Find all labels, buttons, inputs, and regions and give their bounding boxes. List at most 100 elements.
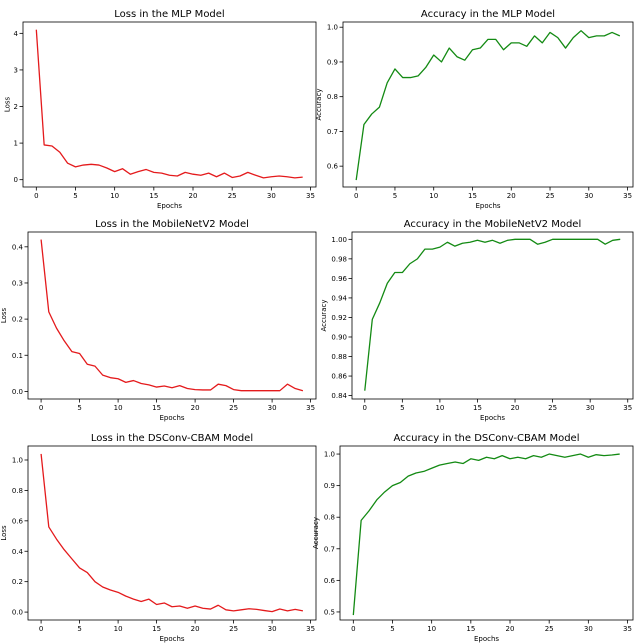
y-tick-label: 1.0: [324, 451, 335, 459]
y-tick-label: 0.96: [331, 275, 347, 283]
plot-frame: [27, 445, 317, 621]
x-tick-label: 10: [110, 192, 119, 200]
x-tick-label: 25: [546, 192, 555, 200]
y-tick-label: 0.90: [331, 333, 347, 341]
chart-panel: Accuracy in the MLP Model 0 5 10 15 20 25 30 35 0…: [315, 9, 634, 210]
chart-panel: Loss in the MobileNetV2 Model 0 5 10 15 20 25 3…: [0, 219, 317, 422]
y-axis-label: Accuracy: [315, 89, 323, 121]
x-tick-label: 30: [586, 404, 595, 412]
y-tick-label: 0.6: [12, 517, 24, 525]
x-tick-label: 5: [393, 192, 397, 200]
x-tick-label: 5: [77, 625, 81, 633]
y-tick-label: 0.2: [12, 578, 23, 586]
x-tick-label: 15: [152, 625, 161, 633]
x-tick-label: 25: [229, 404, 238, 412]
y-tick-label: 1.00: [331, 236, 347, 244]
y-tick-label: 0.8: [327, 93, 338, 101]
x-tick-label: 35: [623, 192, 632, 200]
chart-panel: Accuracy in the DSConv-CBAM Model 0 5 10 15 2…: [312, 433, 634, 643]
x-tick-label: 35: [306, 192, 315, 200]
x-tick-label: 20: [191, 404, 200, 412]
y-tick-label: 1.0: [327, 24, 338, 32]
y-tick-label: 3: [14, 66, 18, 74]
x-tick-label: 0: [39, 625, 43, 633]
y-tick-label: 0.0: [12, 609, 23, 617]
series-line: [355, 30, 621, 181]
x-tick-label: 25: [545, 625, 554, 633]
x-tick-label: 5: [400, 404, 404, 412]
x-tick-label: 15: [468, 192, 477, 200]
x-tick-label: 0: [351, 625, 355, 633]
chart-title: Loss in the MobileNetV2 Model: [95, 219, 249, 230]
y-tick-label: 0.84: [331, 392, 347, 400]
x-tick-label: 35: [623, 625, 632, 633]
x-tick-label: 30: [584, 192, 593, 200]
x-axis-label: Epochs: [159, 635, 184, 643]
y-tick-label: 0.3: [12, 279, 23, 287]
y-tick-label: 1.0: [12, 456, 23, 464]
x-tick-label: 0: [354, 192, 358, 200]
chart-panel: Loss in the MLP Model 0 5 10 15 20 25 30 35 0 1 2 3 4…: [4, 9, 317, 210]
chart-title: Accuracy in the MLP Model: [421, 9, 555, 20]
x-tick-label: 20: [506, 625, 515, 633]
y-tick-label: 0.86: [331, 373, 347, 381]
series-line: [352, 453, 620, 616]
chart-title: Loss in the DSConv-CBAM Model: [91, 433, 253, 444]
y-tick-label: 0.7: [324, 545, 335, 553]
plot-frame: [351, 231, 634, 400]
y-tick-label: 0.94: [331, 294, 347, 302]
chart-title: Accuracy in the MobileNetV2 Model: [404, 219, 581, 230]
plot-frame: [339, 445, 634, 621]
x-tick-label: 10: [427, 625, 436, 633]
y-axis-label: Loss: [0, 307, 8, 323]
x-tick-label: 35: [623, 404, 632, 412]
series-line: [40, 453, 304, 613]
y-tick-label: 0: [14, 176, 18, 184]
x-tick-label: 15: [152, 404, 161, 412]
y-tick-label: 0.9: [327, 58, 338, 66]
y-tick-label: 0.8: [12, 487, 23, 495]
y-axis-label: Accuracy: [320, 300, 328, 332]
x-axis-label: Epochs: [159, 414, 184, 422]
x-tick-label: 5: [390, 625, 394, 633]
y-tick-label: 0.2: [12, 316, 23, 324]
y-tick-label: 0.0: [12, 388, 23, 396]
y-tick-label: 0.4: [12, 243, 24, 251]
x-tick-label: 35: [306, 404, 315, 412]
y-tick-label: 0.6: [324, 577, 336, 585]
x-tick-label: 20: [189, 192, 198, 200]
x-axis-label: Epochs: [480, 414, 505, 422]
x-tick-label: 20: [507, 192, 516, 200]
x-tick-label: 5: [73, 192, 77, 200]
chart-panel: Loss in the DSConv-CBAM Model 0 5 10 15 20 25 3…: [0, 433, 317, 643]
x-tick-label: 30: [584, 625, 593, 633]
x-tick-label: 30: [268, 625, 277, 633]
y-axis-label: Accuracy: [312, 517, 320, 549]
x-tick-label: 10: [429, 192, 438, 200]
x-tick-label: 25: [548, 404, 557, 412]
x-tick-label: 20: [191, 625, 200, 633]
y-tick-label: 0.8: [324, 514, 335, 522]
x-tick-label: 25: [229, 625, 238, 633]
y-tick-label: 0.9: [324, 482, 335, 490]
x-tick-label: 0: [34, 192, 38, 200]
y-axis-label: Loss: [4, 96, 12, 112]
series-line: [40, 239, 304, 392]
chart-title: Accuracy in the DSConv-CBAM Model: [394, 433, 580, 444]
x-tick-label: 10: [435, 404, 444, 412]
x-tick-label: 35: [306, 625, 315, 633]
y-tick-label: 0.4: [12, 548, 24, 556]
chart-panel: Accuracy in the MobileNetV2 Model 0 5 10 15 2…: [320, 219, 634, 422]
y-axis-label: Loss: [0, 525, 8, 541]
y-tick-label: 0.1: [12, 352, 23, 360]
y-tick-label: 0.6: [327, 163, 339, 171]
x-tick-label: 15: [473, 404, 482, 412]
x-tick-label: 15: [466, 625, 475, 633]
y-tick-label: 0.5: [324, 608, 335, 616]
x-tick-label: 10: [114, 404, 123, 412]
plot-frame: [27, 231, 317, 400]
y-tick-label: 4: [14, 30, 19, 38]
y-tick-label: 1: [14, 140, 18, 148]
y-tick-label: 0.7: [327, 128, 338, 136]
